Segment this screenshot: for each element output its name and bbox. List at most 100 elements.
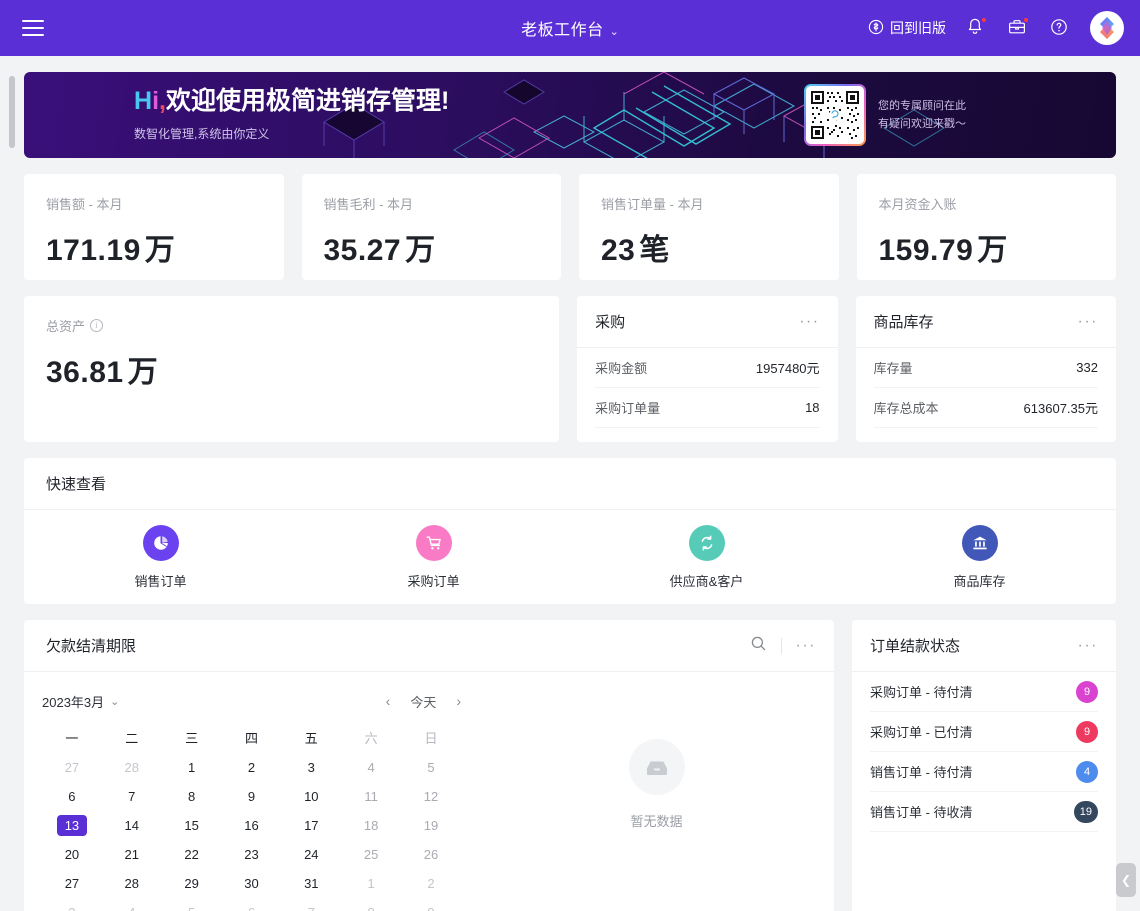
more-options-icon[interactable]: ··· — [1077, 312, 1098, 330]
calendar-day-label: 6 — [236, 902, 266, 911]
quick-item-label: 采购订单 — [407, 573, 460, 589]
calendar-day-cell[interactable]: 16 — [222, 811, 282, 840]
quick-item-product-inventory[interactable]: 商品库存 — [843, 510, 1116, 604]
calendar-day-cell[interactable]: 3 — [281, 753, 341, 782]
calendar-day-cell[interactable]: 8 — [341, 898, 401, 911]
calendar-day-cell[interactable]: 8 — [162, 782, 222, 811]
calendar-day-cell[interactable]: 2 — [401, 869, 461, 898]
pie-chart-icon — [142, 524, 179, 561]
total-assets-card[interactable]: 总资产 i 36.81 万 — [24, 296, 560, 442]
calendar-day-cell[interactable]: 18 — [341, 811, 401, 840]
help-circle-icon[interactable] — [1048, 16, 1072, 40]
banner-headline: Hi,欢迎使用极简进销存管理! — [134, 87, 450, 116]
row-label: 采购订单量 — [595, 401, 661, 416]
prev-month-button[interactable]: ‹ — [385, 693, 391, 709]
calendar-day-label: 9 — [247, 789, 256, 804]
calendar-day-cell[interactable]: 30 — [222, 869, 282, 898]
toolbox-icon[interactable] — [1006, 16, 1030, 40]
user-avatar[interactable] — [1090, 11, 1124, 45]
calendar-day-cell[interactable]: 9 — [222, 782, 282, 811]
calendar-widget: 2023年3月 ⌄ ‹ 今天 › — [24, 672, 479, 911]
kpi-card-sales-orders[interactable]: 销售订单量 - 本月 23 笔 — [579, 174, 839, 280]
kpi-value: 23 笔 — [601, 225, 817, 269]
calendar-month-selector[interactable]: 2023年3月 ⌄ — [42, 692, 119, 711]
calendar-day-cell[interactable]: 14 — [102, 811, 162, 840]
calendar-day-cell[interactable]: 3 — [42, 898, 102, 911]
calendar-day-label: 28 — [124, 760, 139, 775]
calendar-day-cell[interactable]: 1 — [341, 869, 401, 898]
calendar-day-cell[interactable]: 17 — [281, 811, 341, 840]
calendar-day-cell[interactable]: 27 — [42, 753, 102, 782]
calendar-day-cell[interactable]: 23 — [222, 840, 282, 869]
status-row-sales-uncollected[interactable]: 销售订单 - 待收清 19 — [870, 792, 1098, 832]
calendar-day-cell[interactable]: 19 — [401, 811, 461, 840]
next-month-button[interactable]: › — [456, 693, 461, 709]
calendar-day-cell[interactable]: 13 — [42, 811, 102, 840]
back-to-old-version-label: 回到旧版 — [890, 20, 946, 36]
welcome-banner: Hi,欢迎使用极简进销存管理! 数智化管理,系统由你定义 — [24, 72, 1116, 158]
calendar-day-cell[interactable]: 27 — [42, 869, 102, 898]
bank-icon — [961, 524, 998, 561]
calendar-day-cell[interactable]: 28 — [102, 869, 162, 898]
calendar-day-cell[interactable]: 12 — [401, 782, 461, 811]
page-scrollbar[interactable] — [4, 56, 15, 911]
calendar-day-cell[interactable]: 21 — [102, 840, 162, 869]
calendar-day-label: 20 — [64, 847, 80, 862]
calendar-grid: 一 二 三 四 五 六 日 27 28 1 2 3 4 5 6 7 8 9 10 11 12 13 14 15 1… — [42, 722, 461, 911]
calendar-day-cell[interactable]: 9 — [401, 898, 461, 911]
bell-icon[interactable] — [964, 16, 988, 40]
purchase-card-header: 采购 ··· — [577, 296, 838, 348]
kpi-card-cash-in[interactable]: 本月资金入账 159.79 万 — [856, 174, 1116, 280]
calendar-day-cell[interactable]: 25 — [341, 840, 401, 869]
more-options-icon[interactable]: ··· — [799, 312, 820, 330]
calendar-day-cell[interactable]: 22 — [162, 840, 222, 869]
calendar-day-label: 11 — [364, 789, 378, 804]
calendar-day-cell[interactable]: 2 — [222, 753, 282, 782]
calendar-day-cell[interactable]: 20 — [42, 840, 102, 869]
inventory-card-header: 商品库存 ··· — [855, 296, 1116, 348]
calendar-day-cell[interactable]: 6 — [222, 898, 282, 911]
calendar-day-cell[interactable]: 29 — [162, 869, 222, 898]
more-options-icon[interactable]: ··· — [795, 636, 816, 654]
info-icon[interactable]: i — [90, 319, 104, 332]
calendar-day-cell[interactable]: 28 — [102, 753, 162, 782]
calendar-day-cell[interactable]: 5 — [162, 898, 222, 911]
back-to-old-version-button[interactable]: 回到旧版 — [868, 18, 946, 38]
status-row-purchase-unpaid[interactable]: 采购订单 - 待付清 9 — [870, 672, 1098, 712]
calendar-day-cell[interactable]: 15 — [162, 811, 222, 840]
search-icon[interactable] — [750, 635, 767, 657]
banner-isometric-artwork — [24, 72, 1116, 158]
calendar-day-cell[interactable]: 5 — [401, 753, 461, 782]
calendar-day-label: 10 — [304, 789, 319, 804]
calendar-day-cell[interactable]: 7 — [102, 782, 162, 811]
calendar-body: 2023年3月 ⌄ ‹ 今天 › — [24, 672, 834, 911]
status-row-sales-unpaid[interactable]: 销售订单 - 待付清 4 — [870, 752, 1098, 792]
calendar-day-cell[interactable]: 10 — [281, 782, 341, 811]
status-row-purchase-paid[interactable]: 采购订单 - 已付清 9 — [870, 712, 1098, 752]
quick-item-sales-order[interactable]: 销售订单 — [24, 510, 297, 604]
scrollbar-thumb[interactable] — [9, 76, 15, 148]
qr-code[interactable] — [804, 84, 866, 146]
kpi-unit: 笔 — [639, 234, 670, 267]
kpi-card-sales-amount[interactable]: 销售额 - 本月 171.19 万 — [24, 174, 284, 280]
calendar-month-label: 2023年3月 — [42, 694, 105, 710]
calendar-day-cell[interactable]: 7 — [281, 898, 341, 911]
calendar-day-cell[interactable]: 4 — [341, 753, 401, 782]
more-options-icon[interactable]: ··· — [1077, 636, 1098, 654]
quick-item-supplier-customer[interactable]: 供应商&客户 — [570, 510, 843, 604]
calendar-day-cell[interactable]: 1 — [162, 753, 222, 782]
calendar-day-label: 7 — [296, 902, 326, 911]
chevron-left-icon[interactable]: ❮ — [1116, 863, 1136, 897]
kpi-card-gross-profit[interactable]: 销售毛利 - 本月 35.27 万 — [301, 174, 561, 280]
calendar-day-label: 1 — [187, 760, 196, 775]
hamburger-menu-icon[interactable] — [22, 20, 44, 36]
calendar-day-cell[interactable]: 31 — [281, 869, 341, 898]
calendar-day-cell[interactable]: 26 — [401, 840, 461, 869]
calendar-day-cell[interactable]: 4 — [102, 898, 162, 911]
calendar-day-cell[interactable]: 6 — [42, 782, 102, 811]
quick-item-purchase-order[interactable]: 采购订单 — [297, 510, 570, 604]
kpi-number: 159.79 — [878, 234, 974, 267]
calendar-day-cell[interactable]: 11 — [341, 782, 401, 811]
today-button[interactable]: 今天 — [410, 694, 437, 710]
calendar-day-cell[interactable]: 24 — [281, 840, 341, 869]
